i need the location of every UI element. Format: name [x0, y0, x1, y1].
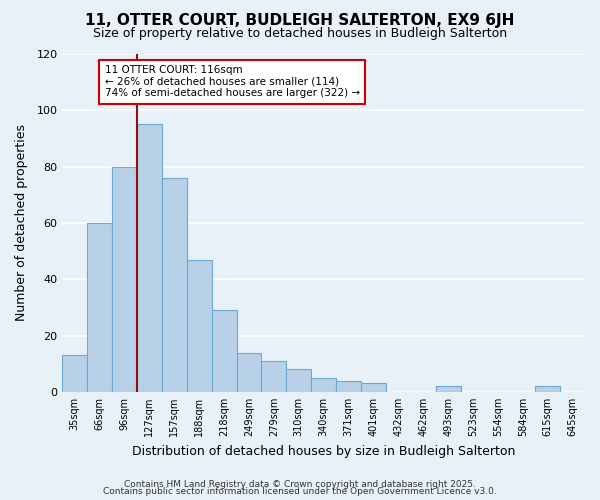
Bar	[87, 223, 112, 392]
Bar	[187, 260, 212, 392]
Text: Contains public sector information licensed under the Open Government Licence v3: Contains public sector information licen…	[103, 487, 497, 496]
Text: Size of property relative to detached houses in Budleigh Salterton: Size of property relative to detached ho…	[93, 28, 507, 40]
Text: 11 OTTER COURT: 116sqm
← 26% of detached houses are smaller (114)
74% of semi-de: 11 OTTER COURT: 116sqm ← 26% of detached…	[104, 66, 360, 98]
Bar	[236, 352, 262, 392]
Y-axis label: Number of detached properties: Number of detached properties	[15, 124, 28, 322]
Bar	[112, 166, 137, 392]
Bar	[286, 370, 311, 392]
Bar	[62, 356, 87, 392]
Text: Contains HM Land Registry data © Crown copyright and database right 2025.: Contains HM Land Registry data © Crown c…	[124, 480, 476, 489]
Text: 11, OTTER COURT, BUDLEIGH SALTERTON, EX9 6JH: 11, OTTER COURT, BUDLEIGH SALTERTON, EX9…	[85, 12, 515, 28]
Bar	[137, 124, 162, 392]
Bar	[336, 380, 361, 392]
X-axis label: Distribution of detached houses by size in Budleigh Salterton: Distribution of detached houses by size …	[132, 444, 515, 458]
Bar	[262, 361, 286, 392]
Bar	[361, 384, 386, 392]
Bar	[436, 386, 461, 392]
Bar	[212, 310, 236, 392]
Bar	[535, 386, 560, 392]
Bar	[162, 178, 187, 392]
Bar	[311, 378, 336, 392]
